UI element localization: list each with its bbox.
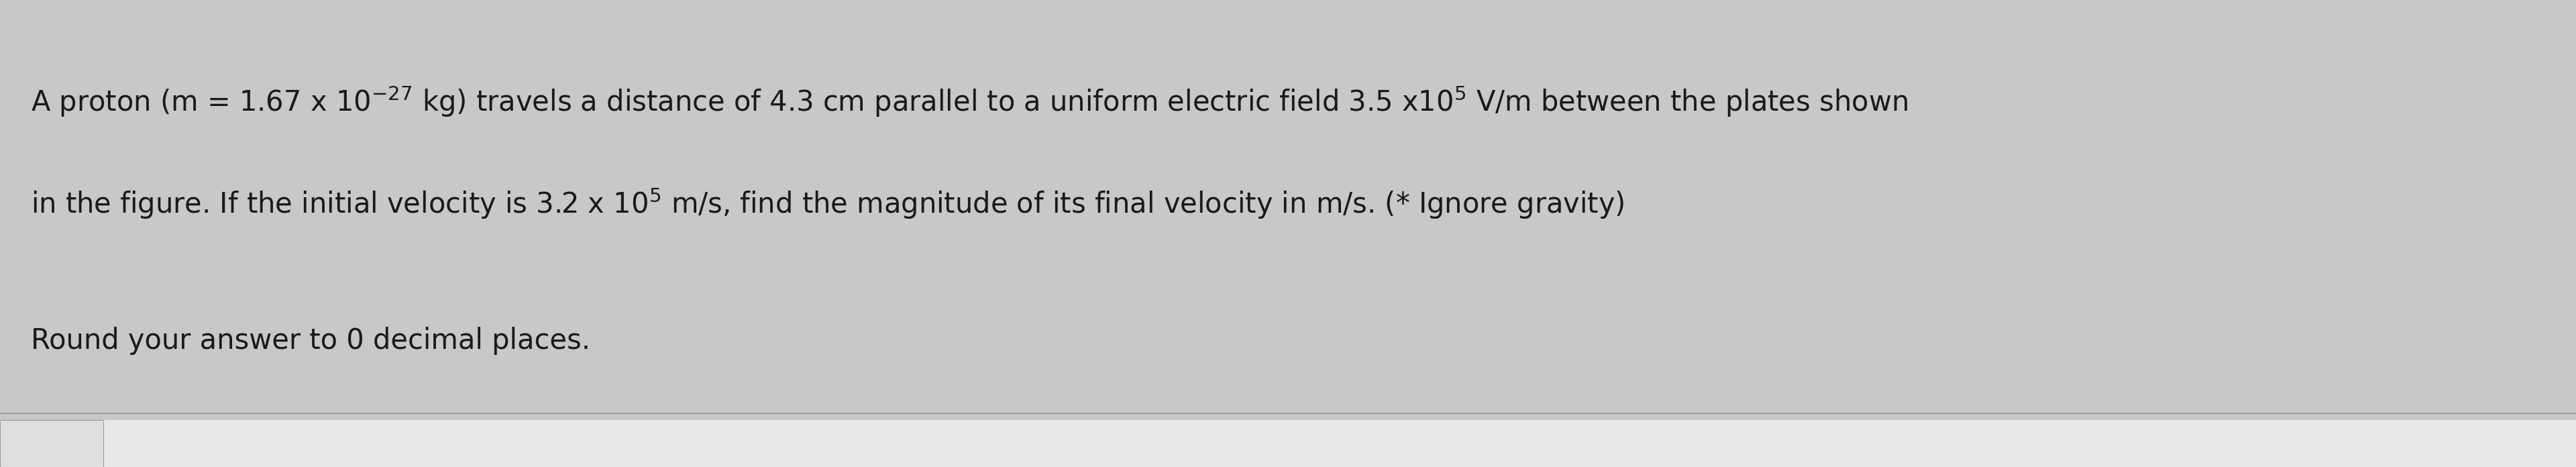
Bar	[0, 420, 2576, 467]
Text: A proton (m = 1.67 x 10$^{-27}$ kg) travels a distance of 4.3 cm parallel to a u: A proton (m = 1.67 x 10$^{-27}$ kg) trav…	[31, 84, 1909, 119]
Bar	[0, 420, 103, 467]
Text: in the figure. If the initial velocity is 3.2 x 10$^{5}$ m/s, find the magnitude: in the figure. If the initial velocity i…	[31, 187, 1625, 221]
Text: Round your answer to 0 decimal places.: Round your answer to 0 decimal places.	[31, 327, 590, 355]
